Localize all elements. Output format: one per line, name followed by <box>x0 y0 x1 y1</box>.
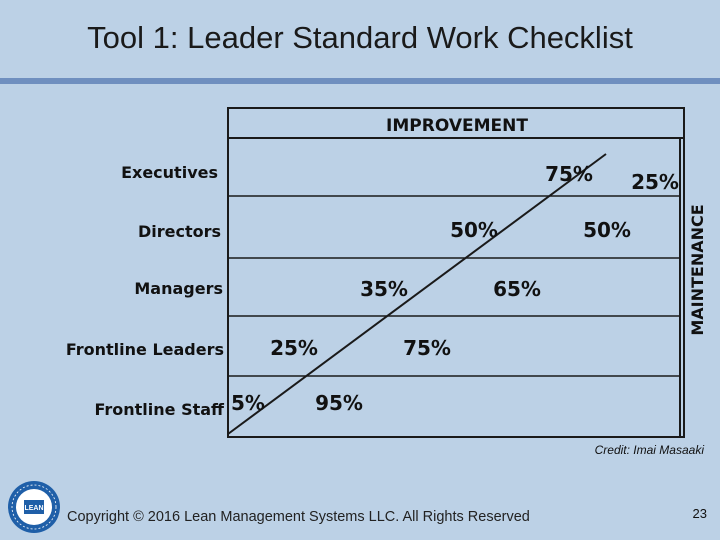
maintenance-pct-managers: 65% <box>493 277 541 301</box>
copyright-text: Copyright © 2016 Lean Management Systems… <box>67 509 530 525</box>
title-divider <box>0 78 720 84</box>
improvement-pct-managers: 35% <box>360 277 408 301</box>
credit-text: Credit: Imai Masaaki <box>594 443 704 457</box>
improvement-pct-directors: 50% <box>450 218 498 242</box>
improvement-label: IMPROVEMENT <box>386 116 528 136</box>
maintenance-label: MAINTENANCE <box>688 204 707 335</box>
lean-logo: LEAN <box>8 481 60 533</box>
role-label-frontline-leaders: Frontline Leaders <box>66 340 224 359</box>
maintenance-pct-directors: 50% <box>583 218 631 242</box>
logo-badge <box>24 500 44 514</box>
role-label-frontline-staff: Frontline Staff <box>94 400 225 419</box>
maintenance-pct-frontline-leaders: 75% <box>403 336 451 360</box>
role-label-directors: Directors <box>138 222 221 241</box>
maintenance-pct-frontline-staff: 95% <box>315 391 363 415</box>
slide-title: Tool 1: Leader Standard Work Checklist <box>87 20 633 55</box>
maintenance-pct-executives: 25% <box>631 170 679 194</box>
diagram-frame <box>227 107 685 438</box>
improvement-pct-frontline-leaders: 25% <box>270 336 318 360</box>
improvement-pct-executives: 75% <box>545 162 593 186</box>
improvement-pct-frontline-staff: 5% <box>231 391 265 415</box>
role-label-executives: Executives <box>121 163 218 182</box>
page-number: 23 <box>692 506 707 521</box>
role-label-managers: Managers <box>134 279 223 298</box>
logo-text-ring <box>11 484 57 530</box>
logo-text: LEAN <box>24 505 43 512</box>
diagonal-split-line <box>227 153 607 435</box>
